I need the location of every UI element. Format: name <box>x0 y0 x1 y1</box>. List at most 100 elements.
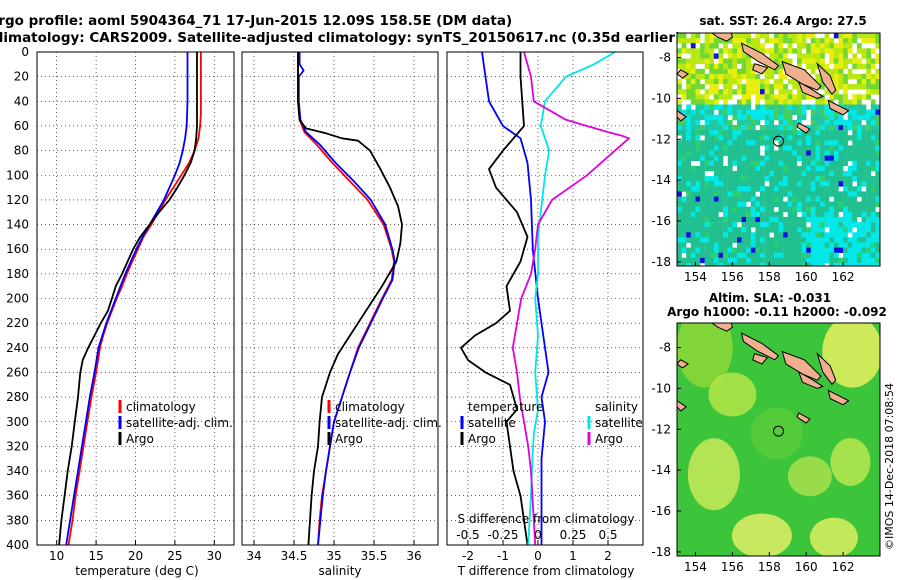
s-difference-tick-label: 0.25 <box>560 528 587 542</box>
sst-cell <box>778 201 784 207</box>
sst-cell <box>713 257 719 264</box>
sst-cell <box>787 252 793 259</box>
sst-cell <box>815 186 821 192</box>
sst-cell <box>843 150 848 156</box>
sst-cell <box>815 201 821 207</box>
sst-cell <box>755 206 761 213</box>
sst-cell <box>686 79 691 85</box>
sst-cell <box>824 242 830 248</box>
sst-cell <box>847 196 853 202</box>
sst-cell <box>866 130 871 136</box>
sst-cell <box>700 130 705 136</box>
sst-cell <box>847 145 853 151</box>
sst-cell <box>783 94 788 100</box>
sst-cell <box>829 38 835 44</box>
sst-cell <box>709 104 715 110</box>
sst-cell <box>787 216 793 223</box>
sst-cell <box>695 33 701 39</box>
sst-cell <box>843 43 848 49</box>
sst-cell <box>727 242 733 248</box>
sst-cell <box>773 211 779 218</box>
sst-cell <box>833 262 839 266</box>
sst-cell <box>870 176 876 182</box>
sst-cell <box>787 119 793 126</box>
sst-cell <box>820 165 825 172</box>
sst-cell <box>870 150 876 156</box>
sst-cell <box>843 33 848 39</box>
sst-cell <box>792 206 798 213</box>
legend-climatology-label: climatology <box>335 400 405 414</box>
sst-cell <box>815 242 821 248</box>
sst-cell <box>741 119 747 126</box>
sst-cell <box>852 84 858 90</box>
sst-cell <box>764 165 770 172</box>
sst-cell <box>797 191 802 197</box>
sst-cell <box>815 119 821 126</box>
sst-cell <box>718 176 724 182</box>
sst-cell <box>838 165 844 172</box>
sst-cell <box>797 257 802 264</box>
sst-cell <box>709 58 715 64</box>
sst-cell <box>727 201 733 207</box>
sst-cell <box>746 114 751 121</box>
sst-cell <box>695 38 701 44</box>
sst-cell <box>746 38 751 44</box>
sst-cell <box>737 125 742 131</box>
sst-cell <box>861 262 867 266</box>
sst-cell <box>718 150 724 156</box>
sst-cell <box>704 216 710 223</box>
sst-cell <box>852 104 858 110</box>
sst-cell <box>718 186 724 192</box>
sst-cell <box>704 104 710 110</box>
sst-cell <box>797 94 802 100</box>
sst-cell <box>861 33 867 39</box>
sst-cell <box>723 222 728 228</box>
sst-cell <box>806 155 811 161</box>
sst-cell <box>783 165 788 172</box>
sst-cell <box>681 63 687 70</box>
sst-cell <box>677 125 682 131</box>
sst-cell <box>810 38 816 44</box>
sst-cell <box>769 145 775 151</box>
sst-cell <box>875 232 880 238</box>
sst-cell <box>810 48 816 54</box>
sst-cell <box>690 216 696 223</box>
sst-cell <box>810 181 816 187</box>
sst-cell <box>686 206 691 213</box>
sst-cell <box>713 262 719 266</box>
sst-cell <box>797 150 802 156</box>
sst-cell <box>810 247 816 253</box>
sst-cell <box>732 38 738 44</box>
x-tick-label: 20 <box>128 549 143 563</box>
sst-cell <box>783 242 788 248</box>
sst-cell <box>732 109 738 115</box>
sst-cell <box>810 216 816 223</box>
sst-cell <box>870 186 876 192</box>
sst-cell <box>723 150 728 156</box>
island <box>781 60 822 91</box>
sst-cell <box>750 130 756 136</box>
sst-cell <box>723 99 728 105</box>
sst-cell <box>797 222 802 228</box>
sst-cell <box>690 109 696 115</box>
sst-cell <box>787 262 793 266</box>
sst-cell <box>677 99 682 105</box>
sst-cell <box>695 94 701 100</box>
sst-cell <box>686 191 691 197</box>
sst-cell <box>856 33 862 39</box>
sst-cell <box>700 43 705 49</box>
sst-cell <box>787 58 793 64</box>
sst-cell <box>764 94 770 100</box>
sst-cell <box>686 125 691 131</box>
sst-cell <box>856 119 862 126</box>
sst-cell <box>852 94 858 100</box>
sst-cell <box>856 135 862 141</box>
s-difference-tick-label: 0 <box>534 528 542 542</box>
sst-cell <box>690 176 696 182</box>
sst-cell <box>681 211 687 218</box>
sst-cell <box>829 43 835 49</box>
sst-cell <box>783 58 788 64</box>
sst-cell <box>875 222 880 228</box>
sst-cell <box>866 135 871 141</box>
sst-cell <box>778 79 784 85</box>
